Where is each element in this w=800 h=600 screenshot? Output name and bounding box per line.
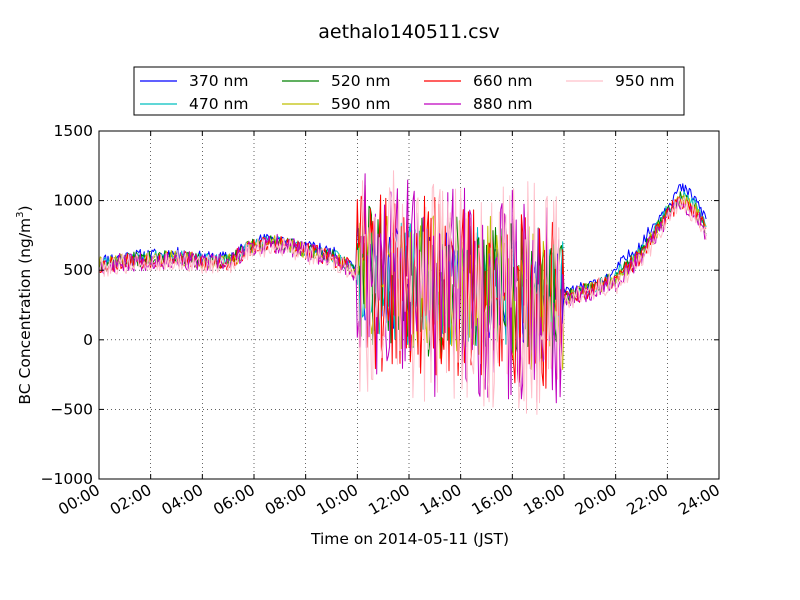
legend-label: 370 nm [189,72,248,90]
y-tick-label: 1000 [54,192,93,210]
series-line-950-nm [99,170,707,415]
legend-label: 590 nm [331,95,390,113]
legend-label: 950 nm [615,72,674,90]
legend-label: 660 nm [473,72,532,90]
series-lines [99,170,707,415]
axis-ticks [98,130,720,480]
y-axis-label: BC Concentration (ng/m3) [15,205,34,404]
legend: 370 nm 470 nm 520 nm 590 nm 660 nm 880 nm 950 … [133,66,685,116]
y-tick-label: −1000 [41,470,93,488]
legend-label: 470 nm [189,95,248,113]
x-axis-label: Time on 2014-05-11 (JST) [310,530,509,548]
legend-label: 520 nm [331,72,390,90]
legend-frame [133,66,685,116]
y-tick-label: 500 [63,261,93,279]
y-tick-label: 1500 [54,122,93,140]
y-tick-label: 0 [83,331,93,349]
y-axis-label-main: BC Concentration (ng/m [16,218,34,405]
y-tick-labels: 1500 1000 500 0 −500 −1000 [41,122,93,488]
y-axis-label-end: ) [16,205,34,211]
legend-entries: 370 nm 470 nm 520 nm 590 nm 660 nm 880 nm 950 … [140,72,674,113]
y-tick-label: −500 [50,400,93,418]
series-line-660-nm [99,184,707,389]
y-axis-label-superscript: 3 [15,211,26,217]
chart-title: aethalo140511.csv [318,21,500,43]
legend-label: 880 nm [473,95,532,113]
